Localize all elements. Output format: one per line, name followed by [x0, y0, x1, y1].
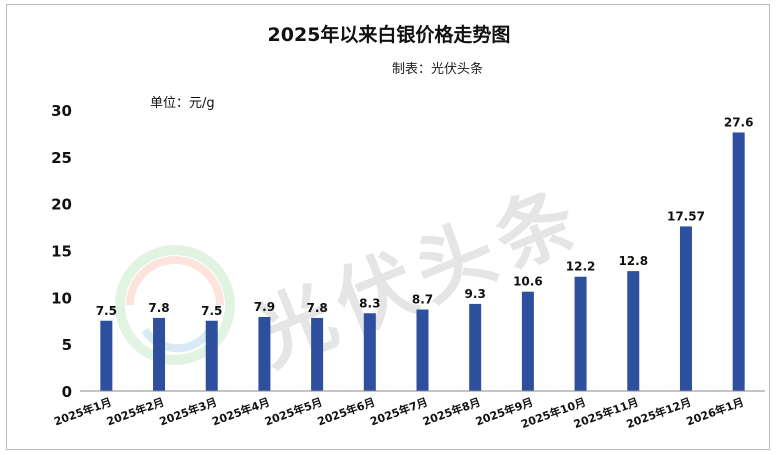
y-tick-label: 30: [51, 102, 72, 120]
value-label: 7.8: [148, 301, 169, 315]
unit-label: 单位：元/g: [150, 96, 215, 111]
y-tick-label: 25: [51, 149, 72, 167]
x-tick-label: 2025年7月: [368, 395, 429, 429]
y-axis: 0 5 10 15 20 25 30: [51, 102, 72, 401]
bar: [153, 317, 166, 391]
value-label: 8.7: [412, 293, 433, 307]
y-tick-label: 20: [51, 196, 72, 214]
value-labels: 7.5 7.8 7.5 7.9 7.8 8.3 8.7 9.3 10.6 12.2 12.8 17.5…: [96, 115, 754, 317]
x-tick-label: 2025年4月: [210, 395, 271, 429]
y-tick-label: 5: [62, 336, 72, 354]
value-label: 7.8: [306, 301, 327, 315]
value-label: 8.3: [359, 296, 380, 310]
y-tick-label: 0: [62, 383, 72, 401]
value-label: 17.57: [667, 209, 705, 223]
chart-frame: [6, 4, 770, 450]
x-tick-label: 2026年1月: [684, 395, 745, 429]
y-tick-label: 10: [51, 289, 72, 307]
x-tick-label: 2025年8月: [421, 395, 482, 429]
bar: [679, 226, 692, 391]
bar: [469, 303, 482, 391]
x-tick-label: 2025年3月: [157, 395, 218, 429]
bar: [100, 320, 113, 391]
bar: [311, 317, 324, 391]
chart-subtitle: 制表：光伏头条: [392, 62, 484, 77]
value-label: 12.8: [618, 254, 648, 268]
y-tick-label: 15: [51, 243, 72, 261]
bar: [627, 271, 640, 391]
x-tick-label: 2025年2月: [105, 395, 166, 429]
bars: [100, 132, 745, 392]
bar: [732, 132, 745, 392]
x-tick-label: 2025年5月: [263, 395, 324, 429]
bar: [521, 291, 534, 391]
x-tick-label: 2025年6月: [315, 395, 376, 429]
value-label: 27.6: [724, 115, 754, 129]
value-label: 10.6: [513, 275, 543, 289]
value-label: 7.5: [96, 304, 117, 318]
bar: [416, 309, 429, 391]
x-axis: 2025年1月2025年2月2025年3月2025年4月2025年5月2025年…: [52, 390, 765, 431]
chart-title: 2025年以来白银价格走势图: [267, 24, 511, 46]
value-label: 12.2: [566, 260, 596, 274]
value-label: 7.5: [201, 304, 222, 318]
bar: [205, 320, 218, 391]
value-label: 7.9: [254, 300, 275, 314]
bar: [363, 313, 376, 391]
bar: [574, 276, 587, 391]
value-label: 9.3: [465, 287, 486, 301]
bar: [258, 317, 271, 391]
